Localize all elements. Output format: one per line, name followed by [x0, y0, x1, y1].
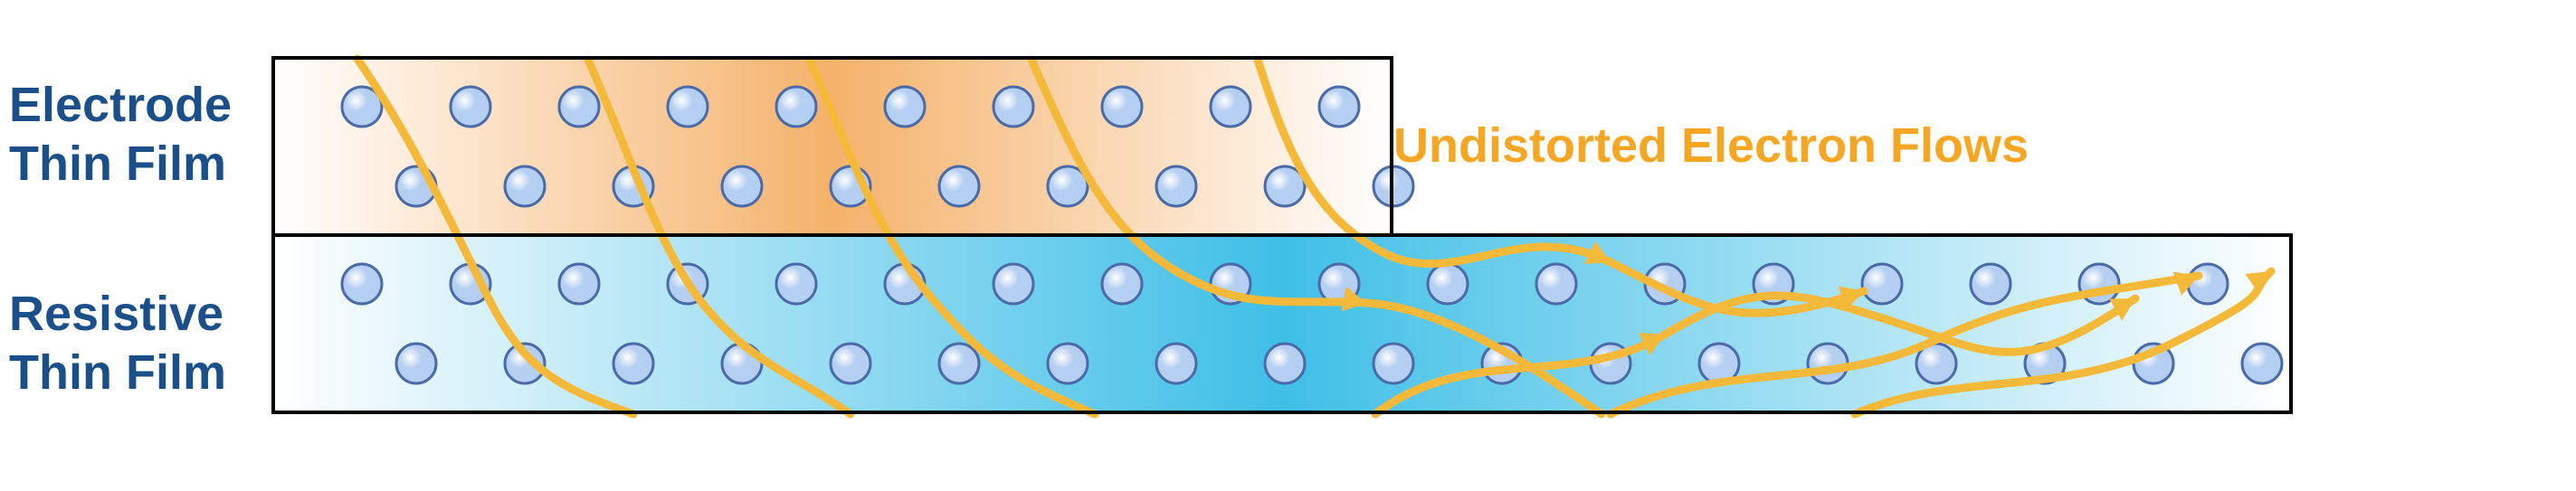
label-electrode-2: Thin Film [9, 136, 226, 192]
label-resistive-2: Thin Film [9, 345, 226, 401]
diagram-stage: Electrode Thin Film Resistive Thin Film … [0, 0, 2576, 491]
label-resistive-1: Resistive [9, 286, 223, 342]
label-electrode-1: Electrode [9, 77, 232, 133]
label-right: Undistorted Electron Flows [1393, 118, 2029, 174]
diagram-svg [0, 0, 2576, 491]
